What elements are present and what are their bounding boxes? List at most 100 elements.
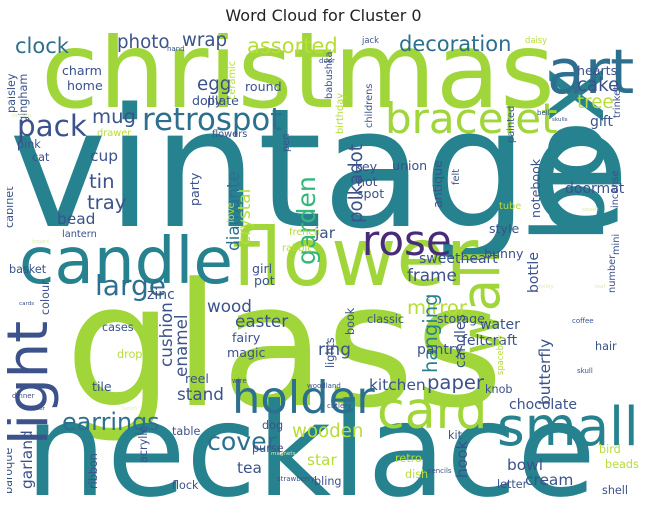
- word-key: key: [355, 159, 378, 174]
- word-assorted: assorted: [247, 34, 338, 58]
- word-door: door: [319, 57, 335, 65]
- word-birthday: birthday: [335, 93, 346, 134]
- word-spot: spot: [357, 186, 384, 201]
- word-letter: letter: [497, 478, 528, 491]
- word-daisy: daisy: [525, 35, 547, 45]
- word-diamante: diamante: [223, 171, 243, 251]
- word-pot: pot: [254, 273, 275, 288]
- word-spaceboy: spaceboy: [495, 335, 505, 375]
- word-pantry: pantry: [417, 342, 463, 358]
- word-cream: cream: [525, 471, 573, 489]
- word-frame: frame: [407, 265, 457, 285]
- word-dish: dish: [405, 468, 428, 481]
- word-magic: magic: [227, 345, 265, 360]
- word-wrap: wrap: [182, 33, 227, 51]
- word-paper: paper: [427, 371, 485, 394]
- word-coffee: coffee: [572, 317, 594, 325]
- word-dinner: dinner: [12, 392, 35, 400]
- word-hearts: hearts: [577, 63, 617, 78]
- word-fairy: fairy: [232, 330, 261, 345]
- word-love: love: [226, 202, 237, 223]
- word-wooden: wooden: [292, 421, 363, 442]
- word-pencils: pencils: [427, 467, 452, 475]
- word-large: large: [95, 269, 166, 302]
- word-glass: glass: [65, 247, 504, 446]
- word-hook: hook: [453, 440, 471, 478]
- word-bird: bird: [599, 443, 621, 456]
- word-kitchen: kitchen: [369, 376, 426, 394]
- word-candles: candles: [453, 314, 469, 368]
- word-charm: charm: [62, 63, 102, 78]
- word-christmas: christmas: [41, 33, 555, 132]
- word-incense: incense: [610, 170, 621, 208]
- word-doormat: doormat: [565, 181, 625, 197]
- word-notebook: notebook: [528, 158, 543, 218]
- word-earrings: earrings: [62, 408, 160, 436]
- word-polkadot: polkadot: [346, 144, 367, 223]
- word-babushka: babushka: [324, 52, 335, 99]
- word-magnets: magnets: [271, 451, 296, 457]
- word-gingham: gingham: [17, 74, 30, 123]
- word-table: table: [172, 425, 200, 438]
- word-small: small: [497, 396, 639, 458]
- word-enamel: enamel: [171, 314, 191, 377]
- word-cake: cake: [577, 75, 619, 96]
- word-wood: wood: [207, 296, 252, 316]
- word-rose: rose: [362, 216, 452, 265]
- chart-title: Word Cloud for Cluster 0: [225, 6, 422, 25]
- word-woodland: woodland: [307, 382, 341, 390]
- word-tray: tray: [87, 191, 127, 214]
- word-knob: knob: [485, 383, 513, 396]
- word-wicker: wicker: [27, 406, 46, 412]
- word-rabbit: rabbit: [282, 243, 311, 254]
- word-bowl: bowl: [507, 456, 543, 474]
- word-butterfly: butterfly: [536, 339, 554, 405]
- word-style: style: [489, 221, 519, 236]
- word-tree: tree: [577, 92, 614, 113]
- word-holder: holder: [232, 371, 375, 424]
- word-kit: kit: [448, 429, 463, 442]
- word-clock: clock: [15, 34, 70, 58]
- word-doiley: doiley: [537, 284, 555, 290]
- word-bead: bead: [57, 210, 95, 228]
- word-london: london: [12, 113, 31, 119]
- word-box: box: [513, 66, 627, 243]
- word-storage: storage: [437, 311, 485, 326]
- word-basket: basket: [9, 263, 47, 276]
- word-cushion: cushion: [156, 302, 176, 367]
- word-retro: retro: [395, 452, 422, 465]
- word-bunny: bunny: [484, 246, 524, 261]
- word-card: card: [377, 381, 487, 440]
- word-hot: hot: [357, 174, 378, 189]
- word-jack: jack: [361, 35, 379, 45]
- word-drop: drop: [117, 348, 142, 361]
- word-girl: girl: [252, 261, 272, 276]
- word-tube: tube: [499, 201, 521, 212]
- word-flowers: flowers: [212, 129, 247, 140]
- word-hanging: hanging: [419, 293, 442, 373]
- word-easter: easter: [235, 311, 288, 331]
- word-pink: pink: [17, 138, 41, 151]
- word-bling: bling: [314, 475, 342, 488]
- word-lunch: lunch: [122, 406, 138, 412]
- word-star: star: [307, 451, 337, 469]
- word-decoration: decoration: [399, 33, 511, 56]
- word-egg: egg: [197, 74, 231, 95]
- word-stand: stand: [177, 384, 224, 404]
- word-mug: mug: [92, 105, 136, 128]
- word-garland: garland: [18, 430, 36, 489]
- word-antique: antique: [430, 160, 445, 208]
- word-book: book: [344, 307, 357, 335]
- word-cloud-canvas: vintageglassnecklacechristmasboxflowerca…: [7, 33, 639, 506]
- word-cards: cards: [19, 301, 34, 307]
- word-cat: cat: [32, 151, 50, 164]
- word-colour: colour: [39, 280, 52, 315]
- word-retrospot: retrospot: [142, 102, 282, 138]
- word-cases: cases: [102, 321, 134, 334]
- word-pack: pack: [17, 109, 87, 143]
- word-drawer: drawer: [97, 128, 132, 139]
- word-ring: ring: [318, 339, 351, 359]
- word-bell: bell: [537, 109, 550, 117]
- word-acrylic: acrylic: [137, 426, 150, 463]
- word-classic: classic: [367, 313, 404, 326]
